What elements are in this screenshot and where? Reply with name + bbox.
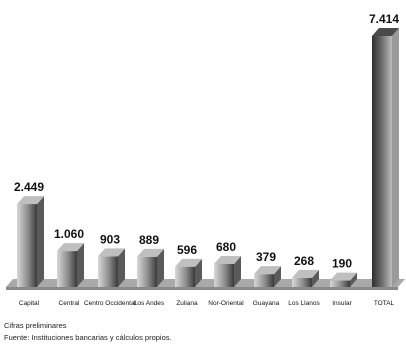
bar-top [292, 269, 319, 278]
bar-nor-oriental [214, 255, 241, 287]
bar-top [57, 243, 84, 252]
source-note: Fuente: Instituciones bancarias y cálcul… [4, 333, 172, 342]
bar-centro-occidental [98, 248, 125, 287]
floor-edge [6, 287, 398, 290]
value-label: 903 [100, 232, 120, 246]
bar-insular [330, 272, 357, 287]
bar-side [234, 255, 241, 287]
bar-front [330, 280, 350, 287]
value-labels: 2.449 1.060 903 889 596 680 379 268 190 7.414 [14, 12, 399, 271]
footnote: Cifras preliminares [4, 321, 67, 330]
bar-top [17, 196, 44, 205]
bar-capital [17, 196, 44, 287]
category-label: Central [59, 300, 81, 307]
bar-side [392, 28, 399, 287]
bar-los-llanos [292, 269, 319, 287]
bar-side [37, 196, 44, 287]
bar-side [350, 272, 357, 287]
category-label: Nor-Oriental [208, 300, 244, 307]
bar-front [137, 256, 157, 287]
bar-guayana [254, 266, 281, 287]
value-label: 2.449 [14, 180, 44, 194]
value-label: 1.060 [54, 227, 84, 241]
bar-los-andes [137, 248, 164, 287]
category-label: TOTAL [374, 300, 395, 307]
chart-notes: Cifras preliminares Fuente: Institucione… [4, 320, 404, 344]
bar-front [98, 256, 118, 287]
category-label: Los Andes [134, 300, 165, 307]
bar-central [57, 243, 84, 287]
bar-side [195, 258, 202, 287]
bar-side [312, 269, 319, 287]
bar-front [175, 266, 195, 287]
category-label: Guayana [253, 300, 280, 307]
bar-front [254, 274, 274, 287]
bar-side [77, 243, 84, 287]
bar-top [330, 272, 357, 281]
bar-front [214, 263, 234, 287]
value-label: 190 [332, 257, 352, 271]
category-label: Zuliana [176, 300, 198, 307]
bar-zuliana [175, 258, 202, 287]
bar-top [137, 248, 164, 257]
bar-top [98, 248, 125, 257]
bar-front [17, 204, 37, 287]
value-label: 379 [256, 250, 276, 264]
value-label: 596 [177, 243, 197, 257]
bar-top [175, 258, 202, 267]
bar-top [254, 266, 281, 275]
bar-top [372, 28, 399, 36]
value-label: 7.414 [369, 12, 399, 26]
bar-front [57, 251, 77, 287]
bar-front [292, 277, 312, 287]
category-label: Los Llanos [288, 300, 320, 307]
bar-side [157, 248, 164, 287]
value-label: 889 [139, 233, 159, 247]
bar-front [372, 36, 392, 287]
bar-series [17, 28, 399, 287]
bar-side [274, 266, 281, 287]
bar-chart: 2.449 1.060 903 889 596 680 379 268 190 7.414 Cap… [6, 12, 405, 307]
value-label: 680 [216, 240, 236, 254]
category-label: Insular [332, 300, 352, 307]
category-label: Capital [19, 300, 40, 307]
category-label: Centro Occidental [84, 300, 137, 307]
value-label: 268 [294, 254, 314, 268]
bar-total [372, 28, 399, 287]
bar-top [214, 255, 241, 264]
bar-side [118, 248, 125, 287]
